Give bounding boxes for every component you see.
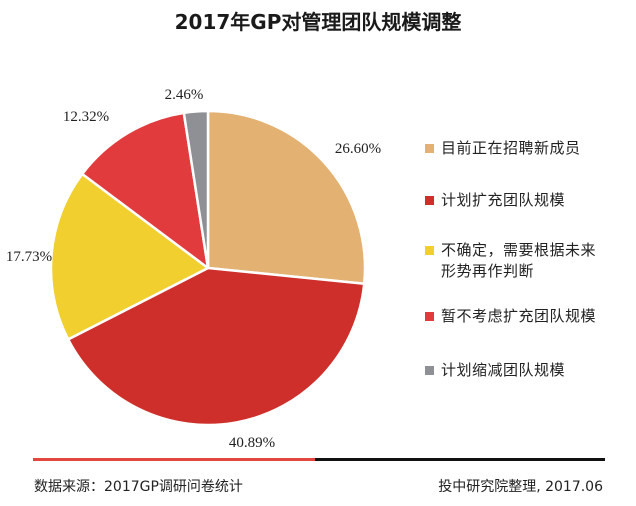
legend-swatch <box>425 196 434 205</box>
legend-label: 暂不考虑扩充团队规模 <box>441 307 597 325</box>
legend-swatch <box>425 246 434 255</box>
pie-slice-expanding <box>66 266 366 427</box>
legend-item-expanding: 计划扩充团队规模 <box>425 190 635 211</box>
legend-swatch <box>425 312 434 321</box>
legend-label: 目前正在招聘新成员 <box>441 139 581 157</box>
chart-title: 2017年GP对管理团队规模调整 <box>174 10 462 34</box>
pie-slice-recruiting <box>206 109 367 286</box>
legend-item-not-expanding: 暂不考虑扩充团队规模 <box>425 306 635 327</box>
value-label-not-expanding: 12.32% <box>63 109 109 125</box>
pie-slice-not-expanding <box>81 111 210 270</box>
legend-swatch <box>425 144 434 153</box>
legend-item-recruiting: 目前正在招聘新成员 <box>425 138 635 159</box>
credit-note: 投中研究院整理, 2017.06 <box>438 479 603 495</box>
pie-slice-undecided <box>49 172 210 341</box>
value-label-undecided: 17.73% <box>6 249 52 265</box>
divider-black <box>315 458 605 461</box>
legend-item-undecided: 不确定，需要根据未来 形势再作判断 <box>425 240 635 282</box>
legend-label: 计划扩充团队规模 <box>441 191 566 209</box>
legend-label: 不确定，需要根据未来 形势再作判断 <box>441 241 597 280</box>
legend-label: 计划缩减团队规模 <box>441 361 566 379</box>
value-label-recruiting: 26.60% <box>335 141 381 157</box>
value-label-expanding: 40.89% <box>229 435 275 451</box>
legend-swatch <box>425 366 434 375</box>
source-note: 数据来源：2017GP调研问卷统计 <box>34 479 243 495</box>
pie-slice-reducing <box>182 109 210 270</box>
value-label-reducing: 2.46% <box>165 87 204 103</box>
divider-red <box>33 458 315 461</box>
legend-item-reducing: 计划缩减团队规模 <box>425 360 635 381</box>
